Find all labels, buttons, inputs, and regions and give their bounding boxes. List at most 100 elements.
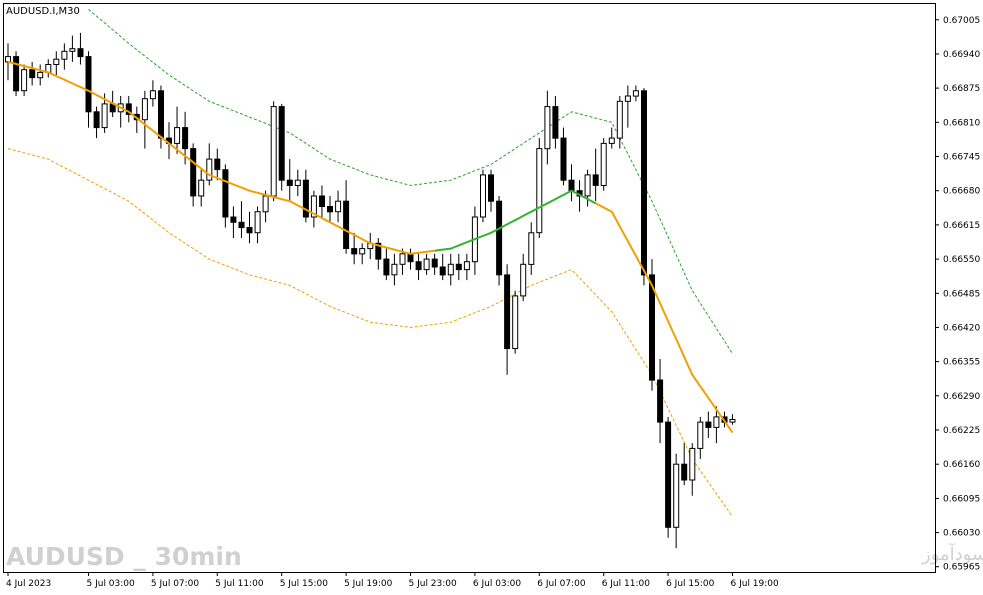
y-tick-label: 0.66550 — [943, 255, 980, 265]
candle — [455, 253, 462, 281]
candle — [681, 443, 688, 486]
y-tick-label: 0.66030 — [943, 529, 980, 539]
candle-body — [697, 421, 704, 449]
candle — [222, 164, 229, 228]
ma-line-orange — [595, 202, 734, 434]
candle — [53, 51, 60, 75]
candle — [85, 51, 92, 128]
candle-body — [302, 179, 309, 218]
x-tick-label: 6 Jul 19:00 — [731, 579, 780, 589]
candle — [286, 159, 293, 202]
candle-body — [198, 179, 205, 197]
upper-band-line — [88, 8, 733, 354]
candle — [697, 416, 704, 459]
candle — [37, 64, 44, 86]
candle — [198, 169, 205, 207]
candle — [520, 253, 527, 302]
candle-body — [431, 258, 438, 268]
candle — [278, 103, 285, 191]
candle-body — [544, 106, 551, 150]
candle-body — [391, 263, 398, 276]
candle — [343, 180, 350, 254]
y-tick-label: 0.66745 — [943, 153, 980, 163]
candle — [149, 80, 156, 107]
candle-body — [262, 195, 269, 213]
ma-line-green — [434, 189, 597, 252]
candle — [310, 190, 317, 228]
x-tick-label: 5 Jul 15:00 — [280, 579, 329, 589]
y-axis: 0.67005 0.66940 0.66875 0.66810 0.66745 0.666… — [935, 16, 980, 573]
plot-frame — [3, 3, 936, 573]
y-tick-label: 0.66875 — [943, 84, 980, 94]
candle — [632, 85, 639, 102]
candle-body — [5, 56, 11, 63]
watermark-left: AUDUSD _ 30min — [6, 542, 242, 571]
candle — [431, 253, 438, 275]
candle-body — [278, 106, 285, 181]
candle-body — [319, 195, 325, 207]
candle-body — [29, 69, 36, 79]
x-tick-label: 4 Jul 2023 — [6, 579, 51, 589]
candle — [665, 416, 672, 538]
candle — [335, 190, 342, 223]
y-tick-label: 0.66225 — [943, 426, 980, 436]
candle-body — [657, 379, 664, 423]
candle — [399, 248, 406, 275]
candle-body — [214, 158, 221, 171]
y-tick-label: 0.67005 — [943, 16, 980, 26]
candle-body — [632, 90, 639, 97]
candle-body — [238, 221, 245, 229]
candle-body — [665, 421, 672, 528]
candle-body — [270, 106, 277, 197]
candle-body — [705, 421, 712, 428]
x-axis: 4 Jul 2023 5 Jul 03:00 5 Jul 07:00 5 Jul 11… — [6, 572, 779, 589]
candle-body — [463, 261, 470, 271]
y-tick-label: 0.66615 — [943, 221, 980, 231]
candle — [705, 411, 712, 438]
y-tick-label: 0.65965 — [943, 563, 980, 573]
candle-body — [681, 463, 688, 481]
candle-body — [375, 242, 382, 260]
candle — [238, 201, 245, 238]
candle — [351, 232, 358, 265]
candle — [214, 148, 221, 181]
candle — [174, 106, 181, 154]
candle-body — [21, 69, 28, 92]
candle-body — [190, 148, 197, 197]
candle-body — [641, 90, 647, 276]
x-tick-label: 5 Jul 23:00 — [409, 579, 458, 589]
candle-body — [488, 174, 494, 202]
candle — [480, 169, 486, 223]
candle-body — [649, 274, 655, 381]
candle — [294, 169, 301, 196]
candle — [496, 196, 503, 286]
lower-band-line — [7, 148, 733, 518]
candle-body — [310, 195, 317, 218]
candle-body — [439, 266, 446, 276]
candle — [552, 96, 559, 149]
candle-body — [447, 263, 454, 276]
candle-body — [504, 274, 511, 349]
candle-body — [568, 179, 575, 192]
candle-body — [246, 227, 253, 234]
candle-body — [149, 90, 156, 100]
candle — [528, 222, 535, 275]
candle — [584, 169, 591, 207]
candle — [13, 51, 20, 96]
candle — [673, 453, 680, 549]
candle-body — [93, 111, 100, 129]
candle — [270, 101, 277, 202]
ma-line-orange — [7, 60, 435, 255]
candle — [319, 185, 325, 217]
candle-body — [101, 103, 108, 129]
candle-body — [407, 253, 414, 263]
x-tick-label: 6 Jul 03:00 — [473, 579, 522, 589]
candle — [689, 443, 696, 496]
candle — [5, 43, 11, 81]
x-tick-label: 5 Jul 03:00 — [87, 579, 136, 589]
candle-body — [61, 50, 68, 60]
x-tick-label: 5 Jul 11:00 — [215, 579, 264, 589]
candle — [190, 143, 197, 207]
